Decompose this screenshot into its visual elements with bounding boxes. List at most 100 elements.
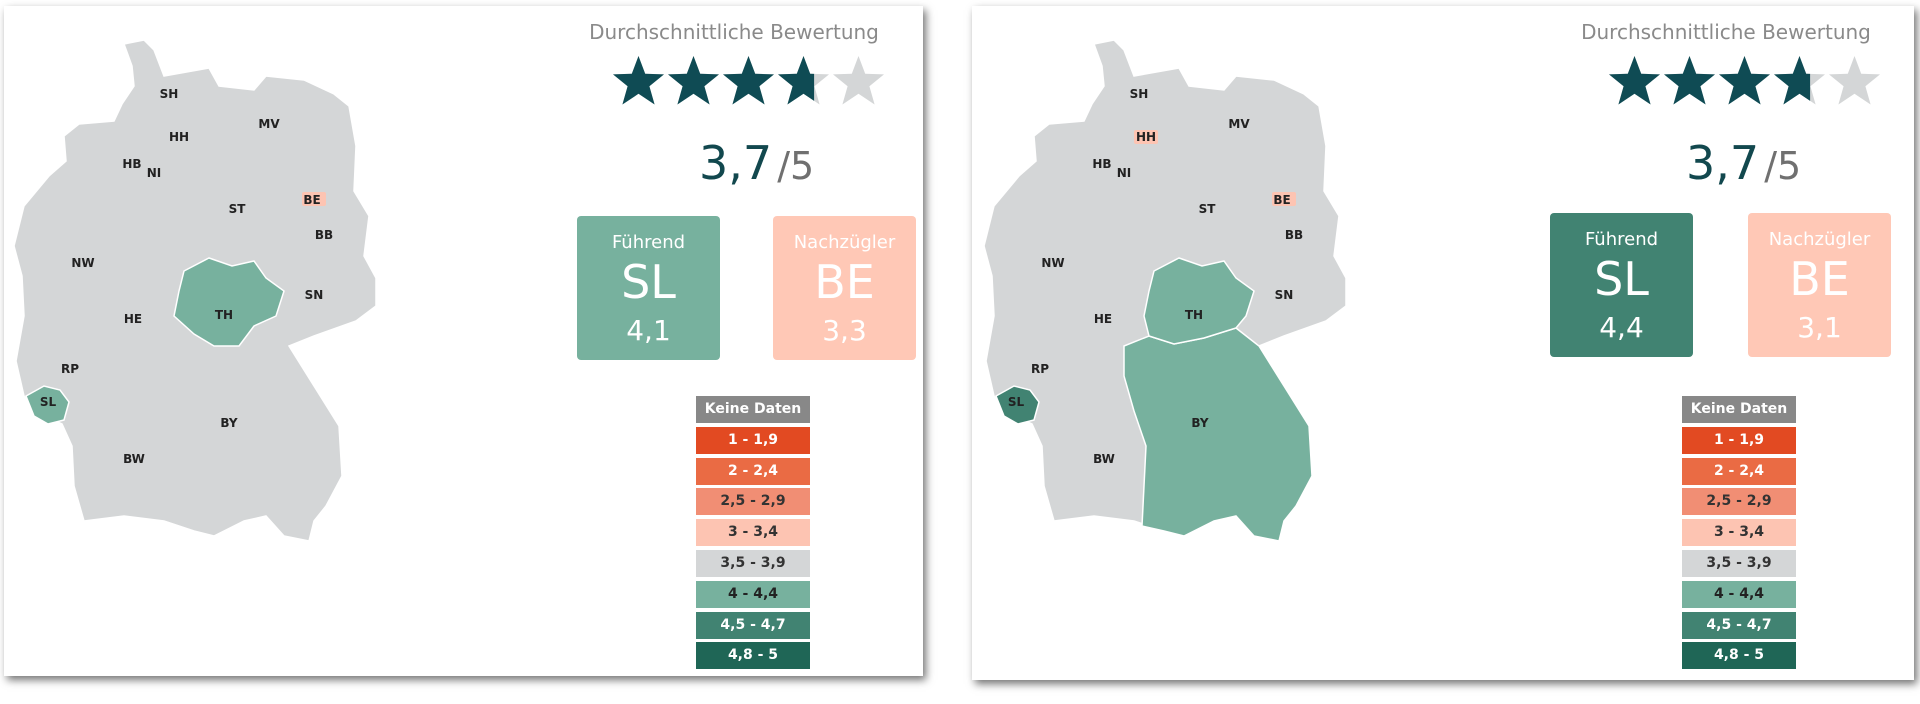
state-label-hb: HB [1092, 157, 1111, 171]
state-label-sl: SL [40, 395, 57, 409]
germany-map: SH HH MV HB NI ST BE BB NW HE TH SN RP S… [13, 39, 377, 542]
state-be-shape [1272, 192, 1296, 206]
legend-bin: 1 - 1,9 [1682, 426, 1796, 454]
star-icon [668, 56, 719, 105]
rating-title: Durchschnittliche Bewertung [589, 20, 879, 44]
score-max: /5 [1764, 144, 1802, 188]
lagging-value: 3,1 [1797, 311, 1842, 344]
state-label-sl: SL [1008, 395, 1025, 409]
score-value: 3,7 [1686, 136, 1760, 190]
state-label-th: TH [215, 308, 233, 322]
state-label-he: HE [1094, 312, 1112, 326]
color-legend: Keine Daten 1 - 1,9 2 - 2,4 2,5 - 2,9 3 … [1682, 396, 1796, 670]
state-label-st: ST [1199, 202, 1217, 216]
lagging-label: Nachzügler [1768, 229, 1871, 250]
state-sl-shape [995, 385, 1040, 425]
legend-no-data: Keine Daten [1682, 396, 1796, 423]
state-label-rp: RP [1031, 362, 1049, 376]
star-icon [833, 56, 884, 105]
legend-bin: 3,5 - 3,9 [1682, 549, 1796, 577]
star-icon [778, 56, 829, 105]
star-rating [612, 54, 887, 114]
legend-bin: 2 - 2,4 [1682, 457, 1796, 485]
lagging-value: 3,3 [822, 314, 867, 347]
legend-bin: 4,5 - 4,7 [1682, 611, 1796, 639]
leading-code: SL [621, 255, 676, 309]
state-label-rp: RP [61, 362, 79, 376]
state-label-nw: NW [71, 256, 94, 270]
lagging-code: BE [1789, 252, 1850, 306]
rating-map-panel-1: SH HH MV HB NI ST BE BB NW HE TH SN RP S… [4, 6, 923, 676]
state-label-th: TH [1185, 308, 1203, 322]
average-score: 3,7 /5 [699, 136, 814, 190]
state-label-bb: BB [315, 228, 333, 242]
state-label-be: BE [303, 193, 320, 207]
state-label-bb: BB [1285, 228, 1303, 242]
state-label-mv: MV [258, 117, 280, 131]
state-label-sh: SH [160, 87, 179, 101]
legend-bin: 1 - 1,9 [696, 426, 810, 454]
state-th-shape [1143, 257, 1255, 345]
score-max: /5 [777, 144, 815, 188]
state-label-hb: HB [122, 157, 141, 171]
leading-label: Führend [1584, 229, 1659, 250]
score-value: 3,7 [699, 136, 773, 190]
state-label-bw: BW [123, 452, 145, 466]
germany-map: SH HH MV HB NI ST BE BB NW HE TH SN RP S… [983, 39, 1347, 542]
leading-label: Führend [611, 232, 686, 253]
star-rating [1608, 54, 1883, 114]
legend-bin: 3,5 - 3,9 [696, 549, 810, 577]
star-icon [613, 56, 664, 105]
star-icon [1664, 56, 1715, 105]
rating-map-panel-2: SH HH MV HB NI ST BE BB NW HE TH SN RP S… [972, 6, 1914, 680]
star-icon [723, 56, 774, 105]
lagging-state-box: Nachzügler BE 3,1 [1748, 213, 1891, 357]
state-be-shape [302, 192, 326, 206]
star-icon [1829, 56, 1880, 105]
legend-bin: 3 - 3,4 [696, 519, 810, 547]
leading-code: SL [1594, 252, 1649, 306]
legend-bin: 4,8 - 5 [1682, 642, 1796, 670]
star-icon [1774, 56, 1825, 105]
lagging-state-box: Nachzügler BE 3,3 [773, 216, 916, 360]
leading-value: 4,1 [626, 314, 671, 347]
legend-bin: 2,5 - 2,9 [1682, 488, 1796, 516]
state-label-hh: HH [1136, 130, 1156, 144]
leading-state-box: Führend SL 4,1 [577, 216, 720, 360]
legend-bin: 4,5 - 4,7 [696, 611, 810, 639]
lagging-label: Nachzügler [793, 232, 896, 253]
average-score: 3,7 /5 [1686, 136, 1801, 190]
star-icon [1719, 56, 1770, 105]
legend-bin: 4 - 4,4 [1682, 580, 1796, 608]
star-icon [1609, 56, 1660, 105]
legend-bin: 4 - 4,4 [696, 580, 810, 608]
state-label-sn: SN [1275, 288, 1294, 302]
lagging-code: BE [814, 255, 875, 309]
state-label-he: HE [124, 312, 142, 326]
state-label-mv: MV [1228, 117, 1250, 131]
state-label-nw: NW [1041, 256, 1064, 270]
state-sl-shape [25, 385, 70, 425]
state-label-sn: SN [305, 288, 324, 302]
state-label-st: ST [229, 202, 247, 216]
legend-bin: 2 - 2,4 [696, 457, 810, 485]
leading-state-box: Führend SL 4,4 [1550, 213, 1693, 357]
legend-bin: 2,5 - 2,9 [696, 488, 810, 516]
legend-no-data: Keine Daten [696, 396, 810, 423]
state-label-sh: SH [1130, 87, 1149, 101]
state-label-by: BY [1191, 416, 1208, 430]
state-label-hh: HH [169, 130, 189, 144]
state-th-shape [173, 257, 285, 347]
state-label-ni: NI [147, 166, 162, 180]
state-label-ni: NI [1117, 166, 1132, 180]
state-label-be: BE [1273, 193, 1290, 207]
state-by-shape [1123, 327, 1313, 542]
color-legend: Keine Daten 1 - 1,9 2 - 2,4 2,5 - 2,9 3 … [696, 396, 810, 670]
state-label-bw: BW [1093, 452, 1115, 466]
rating-title: Durchschnittliche Bewertung [1581, 20, 1871, 44]
legend-bin: 3 - 3,4 [1682, 519, 1796, 547]
legend-bin: 4,8 - 5 [696, 642, 810, 670]
leading-value: 4,4 [1599, 311, 1644, 344]
state-label-by: BY [220, 416, 237, 430]
state-hh-shape [1134, 130, 1158, 144]
